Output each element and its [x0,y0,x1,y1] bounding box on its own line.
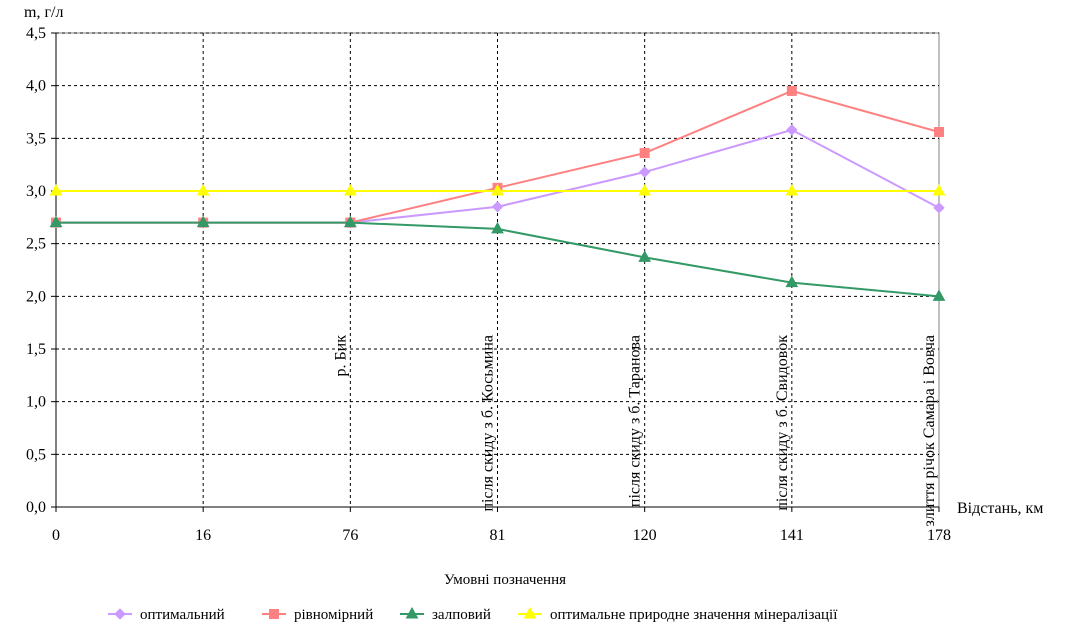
annotation-label: злиття річок Самара і Вовча [921,335,938,526]
annotation-label: після скиду з б. Таранова [627,335,644,507]
annotation-label: після скиду з б. Косьмина [480,335,497,512]
x-tick-label: 16 [195,527,211,544]
y-axis-title: m, г/л [24,4,63,21]
legend-marker [115,609,125,619]
x-tick-label: 178 [927,527,951,544]
y-tick-label: 4,0 [26,78,46,95]
y-tick-label: 2,5 [26,236,46,253]
y-tick-label: 3,0 [26,183,46,200]
data-point [640,149,649,158]
y-tick-label: 0,0 [26,499,46,516]
y-tick-label: 3,5 [26,130,46,147]
y-tick-label: 1,0 [26,394,46,411]
legend-item: оптимальне природне значення мінералізац… [518,607,838,623]
legend-label: оптимальний [140,607,225,623]
legend-marker [270,610,279,619]
x-axis-title: Відстань, км [957,500,1043,517]
legend-item: залповий [400,607,491,623]
x-tick-label: 120 [633,527,657,544]
legend-label: оптимальне природне значення мінералізац… [550,607,838,623]
x-tick-label: 141 [780,527,804,544]
y-tick-label: 4,5 [26,25,46,42]
x-tick-label: 0 [52,527,60,544]
data-point [935,128,944,137]
y-tick-label: 0,5 [26,446,46,463]
annotation-label: р. Бик [332,335,349,377]
legend-label: рівномірний [294,607,373,623]
legend: оптимальний рівномірний залповий оптимальне… [108,607,838,623]
legend-title: Умовні позначення [444,572,566,588]
legend-label: залповий [432,607,491,623]
legend-item: рівномірний [262,607,373,623]
annotation-label: після скиду з б. Свидовок [774,335,791,511]
y-tick-label: 1,5 [26,341,46,358]
x-tick-label: 81 [490,527,506,544]
y-tick-label: 2,0 [26,288,46,305]
x-tick-label: 76 [342,527,358,544]
legend-item: оптимальний [108,607,225,623]
data-point [787,86,796,95]
